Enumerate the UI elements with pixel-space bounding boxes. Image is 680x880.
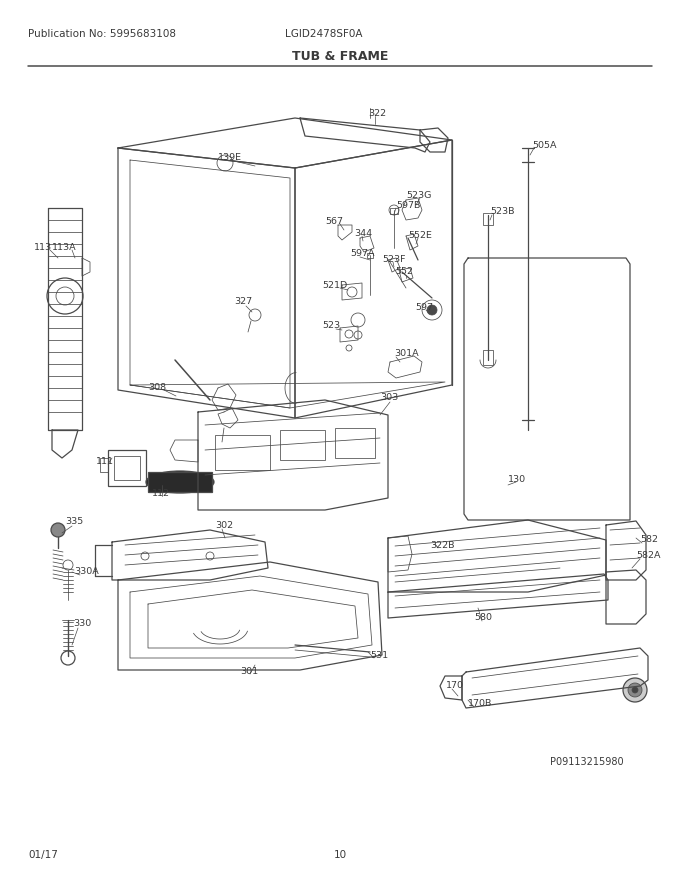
Text: 113A: 113A [52, 244, 77, 253]
Text: 302: 302 [215, 522, 233, 531]
Text: 10: 10 [333, 850, 347, 860]
Bar [108, 450, 146, 486]
Text: 597: 597 [415, 303, 433, 312]
Text: 523G: 523G [406, 192, 431, 201]
Text: 582A: 582A [636, 552, 660, 561]
Text: 112: 112 [152, 489, 170, 498]
Bar [148, 472, 212, 492]
Text: 523: 523 [322, 321, 340, 331]
Circle shape [632, 687, 638, 693]
Bar [390, 208, 398, 214]
Text: 327: 327 [234, 297, 252, 306]
Bar [367, 253, 373, 258]
Text: 335: 335 [65, 517, 83, 526]
Text: 505A: 505A [532, 141, 556, 150]
Text: 01/17: 01/17 [28, 850, 58, 860]
Text: 139E: 139E [218, 153, 242, 163]
Circle shape [628, 683, 642, 697]
Bar [100, 458, 108, 472]
Circle shape [623, 678, 647, 702]
Text: 521D: 521D [322, 281, 347, 290]
Bar [483, 350, 493, 365]
Bar [280, 430, 325, 460]
Ellipse shape [146, 471, 214, 493]
Text: 322B: 322B [430, 540, 454, 549]
Text: 597A: 597A [350, 250, 375, 259]
Text: 552E: 552E [408, 231, 432, 240]
Text: 170: 170 [446, 681, 464, 691]
Text: Publication No: 5995683108: Publication No: 5995683108 [28, 29, 176, 39]
Text: 322: 322 [368, 109, 386, 119]
Text: 523B: 523B [490, 208, 515, 216]
Bar [215, 435, 270, 470]
Text: 113: 113 [34, 244, 52, 253]
Text: 330: 330 [73, 620, 91, 628]
Text: 597B: 597B [396, 202, 420, 210]
Text: 301: 301 [240, 668, 258, 677]
Bar [335, 428, 375, 458]
Text: 344: 344 [354, 230, 372, 238]
Text: 531: 531 [370, 651, 388, 661]
Text: 523F: 523F [382, 254, 405, 263]
Text: 301A: 301A [394, 349, 419, 358]
Text: 552: 552 [395, 268, 413, 276]
Text: 580: 580 [474, 613, 492, 622]
Text: 130: 130 [508, 475, 526, 485]
Text: LGID2478SF0A: LGID2478SF0A [285, 29, 362, 39]
Text: 330A: 330A [74, 568, 99, 576]
Text: 170B: 170B [468, 700, 492, 708]
Text: TUB & FRAME: TUB & FRAME [292, 49, 388, 62]
Bar [114, 456, 140, 480]
Text: 567: 567 [325, 217, 343, 226]
Text: 111: 111 [96, 458, 114, 466]
Bar [483, 213, 493, 225]
Text: 303: 303 [380, 393, 398, 402]
Circle shape [427, 305, 437, 315]
Text: P09113215980: P09113215980 [550, 757, 624, 767]
Circle shape [51, 523, 65, 537]
Text: 582: 582 [640, 536, 658, 545]
Text: 308: 308 [148, 384, 166, 392]
